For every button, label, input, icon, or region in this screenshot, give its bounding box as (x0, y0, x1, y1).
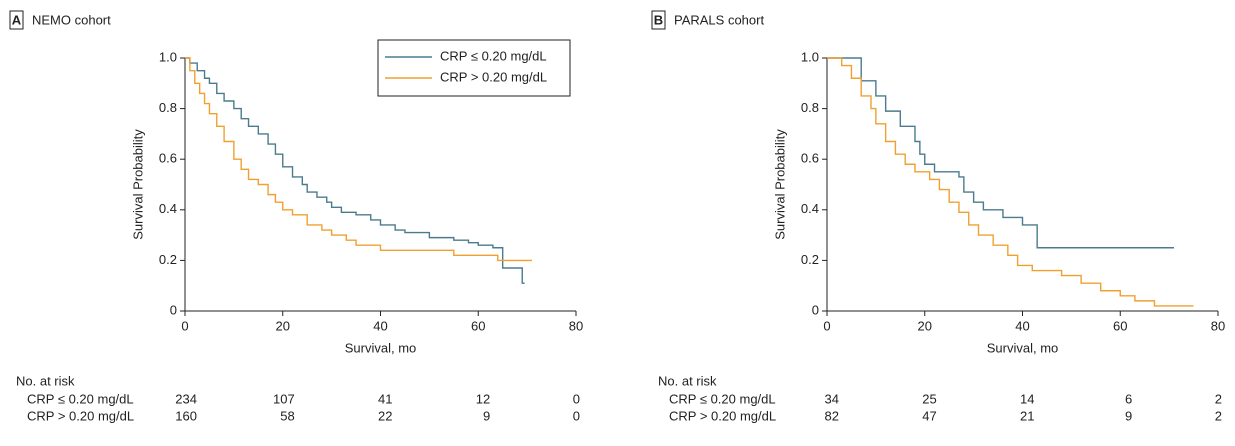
risk-count: 9 (483, 408, 490, 423)
y-tick-label: 0.4 (159, 201, 177, 216)
legend-label: CRP > 0.20 mg/dL (440, 69, 547, 84)
risk-count: 25 (922, 391, 936, 406)
risk-count: 160 (175, 408, 197, 423)
x-tick-label: 20 (918, 318, 932, 333)
y-axis-label: Survival Probability (772, 129, 787, 240)
panel-label: B (654, 12, 663, 27)
y-tick-label: 0.6 (159, 151, 177, 166)
y-tick-label: 0 (812, 302, 819, 317)
survival-curve (185, 57, 525, 284)
survival-curve (827, 57, 1194, 307)
x-tick-label: 40 (373, 318, 387, 333)
y-axis-label: Survival Probability (130, 129, 145, 240)
risk-table-title: No. at risk (658, 373, 717, 388)
risk-count: 22 (378, 408, 392, 423)
risk-count: 58 (280, 408, 294, 423)
y-tick-label: 0.4 (801, 201, 819, 216)
panel-label-box (651, 10, 666, 30)
risk-count: 12 (476, 391, 490, 406)
y-tick-label: 0 (170, 302, 177, 317)
panel-title: PARALS cohort (674, 12, 764, 27)
panel-label-box (9, 10, 24, 30)
risk-count: 2 (1215, 391, 1222, 406)
risk-count: 0 (573, 408, 580, 423)
x-tick-label: 20 (276, 318, 290, 333)
risk-count: 21 (1020, 408, 1034, 423)
risk-count: 47 (922, 408, 936, 423)
y-tick-label: 0.8 (801, 100, 819, 115)
legend-box (377, 39, 571, 97)
y-tick-label: 1.0 (159, 49, 177, 64)
panel-label: A (12, 12, 22, 27)
risk-row-label: CRP ≤ 0.20 mg/dL (669, 391, 776, 406)
y-tick-label: 0.6 (801, 151, 819, 166)
x-axis-label: Survival, mo (987, 340, 1059, 355)
risk-count: 2 (1215, 408, 1222, 423)
risk-count: 107 (273, 391, 295, 406)
y-tick-label: 0.2 (801, 252, 819, 267)
x-tick-label: 60 (471, 318, 485, 333)
survival-curve (827, 57, 1175, 249)
panel-title: NEMO cohort (32, 12, 111, 27)
y-tick-label: 0.2 (159, 252, 177, 267)
x-tick-label: 60 (1113, 318, 1127, 333)
x-tick-label: 80 (1211, 318, 1225, 333)
risk-row-label: CRP > 0.20 mg/dL (27, 408, 134, 423)
y-tick-label: 0.8 (159, 100, 177, 115)
x-tick-label: 0 (181, 318, 188, 333)
x-tick-label: 40 (1015, 318, 1029, 333)
risk-count: 6 (1125, 391, 1132, 406)
risk-count: 234 (175, 391, 197, 406)
risk-count: 14 (1020, 391, 1034, 406)
risk-count: 9 (1125, 408, 1132, 423)
legend-label: CRP ≤ 0.20 mg/dL (440, 48, 547, 63)
y-tick-label: 1.0 (801, 49, 819, 64)
risk-row-label: CRP > 0.20 mg/dL (669, 408, 776, 423)
x-tick-label: 80 (569, 318, 583, 333)
x-axis-label: Survival, mo (345, 340, 417, 355)
risk-row-label: CRP ≤ 0.20 mg/dL (27, 391, 134, 406)
risk-count: 0 (573, 391, 580, 406)
x-tick-label: 0 (823, 318, 830, 333)
risk-count: 82 (825, 408, 839, 423)
risk-count: 34 (825, 391, 839, 406)
risk-table-title: No. at risk (16, 373, 75, 388)
survival-curve (185, 57, 533, 262)
risk-count: 41 (378, 391, 392, 406)
